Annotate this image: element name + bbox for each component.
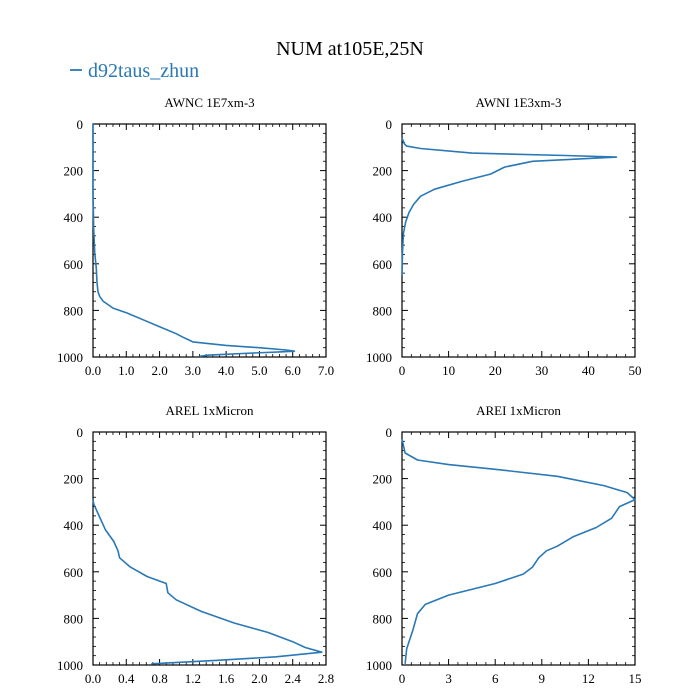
x-tick-label: 0 [399,363,406,378]
x-tick-label: 0.8 [151,671,167,686]
x-tick-label: 9 [539,671,546,686]
plot-frame [401,123,636,358]
plot-frame [92,431,327,666]
x-tick-label: 40 [582,363,595,378]
x-tick-label: 2.8 [318,671,334,686]
y-tick-label: 400 [373,518,393,533]
y-tick-label: 800 [373,611,393,626]
x-tick-label: 6 [492,671,499,686]
panel-title: AREI 1xMicron [476,403,561,418]
panel-title: AWNI 1E3xm-3 [476,95,562,110]
y-tick-label: 600 [373,257,393,272]
x-tick-label: 2.0 [151,363,167,378]
y-tick-label: 1000 [57,350,83,365]
y-tick-label: 0 [386,117,393,132]
x-tick-label: 15 [629,671,642,686]
y-tick-label: 1000 [366,350,392,365]
x-tick-label: 12 [582,671,595,686]
x-tick-label: 20 [489,363,502,378]
series-line [401,137,618,276]
x-tick-label: 0 [399,671,406,686]
panel-awnc: AWNC 1E7xm-3 0.0 1.0 2.0 3.0 4.0 5.0 6.0 7.0 0 200… [57,95,334,378]
x-tick-label: 50 [629,363,642,378]
plot-frame [92,123,327,358]
y-tick-label: 800 [64,303,84,318]
legend-label: d92taus_zhun [88,60,199,82]
y-tick-label: 200 [64,164,84,179]
x-tick-label: 30 [535,363,548,378]
panel-title: AREL 1xMicron [166,403,254,418]
panel-title: AWNC 1E7xm-3 [164,95,254,110]
y-tick-label: 400 [64,210,84,225]
figure-title: NUM at105E,25N [276,38,424,60]
series-line [92,499,323,665]
y-tick-label: 400 [64,518,84,533]
x-tick-label: 3.0 [185,363,201,378]
y-tick-label: 800 [373,303,393,318]
y-tick-label: 0 [386,425,393,440]
x-tick-label: 7.0 [318,363,334,378]
y-tick-label: 0 [77,117,84,132]
plot-frame [401,431,636,666]
y-tick-label: 800 [64,611,84,626]
y-tick-label: 1000 [366,658,392,673]
x-tick-label: 5.0 [251,363,267,378]
y-tick-label: 600 [64,257,84,272]
x-tick-label: 1.0 [118,363,134,378]
y-tick-label: 0 [77,425,84,440]
x-tick-label: 3 [445,671,452,686]
x-tick-label: 10 [442,363,455,378]
x-tick-label: 4.0 [218,363,234,378]
panel-awni: AWNI 1E3xm-3 0 10 20 30 40 50 0 200 400 600 800 1000 [366,95,642,378]
y-tick-label: 200 [373,472,393,487]
x-tick-label: 1.6 [218,671,235,686]
x-tick-label: 0.0 [85,671,101,686]
y-tick-label: 400 [373,210,393,225]
x-tick-label: 6.0 [285,363,301,378]
panel-arei: AREI 1xMicron 0 3 6 9 12 15 0 200 400 600 800 1000 [366,403,642,686]
x-tick-label: 2.0 [251,671,267,686]
y-tick-label: 1000 [57,658,83,673]
x-tick-label: 0.4 [118,671,135,686]
panel-arel: AREL 1xMicron 0.0 0.4 0.8 1.2 1.6 2.0 2.4 2.8 0 20… [57,403,334,686]
y-tick-label: 600 [373,565,393,580]
y-tick-label: 200 [64,472,84,487]
x-tick-label: 2.4 [285,671,302,686]
x-tick-label: 1.2 [185,671,201,686]
y-tick-label: 200 [373,164,393,179]
legend: d92taus_zhun [70,60,199,82]
x-tick-label: 0.0 [85,363,101,378]
y-tick-label: 600 [64,565,84,580]
series-line [401,438,636,664]
series-line [92,124,296,358]
